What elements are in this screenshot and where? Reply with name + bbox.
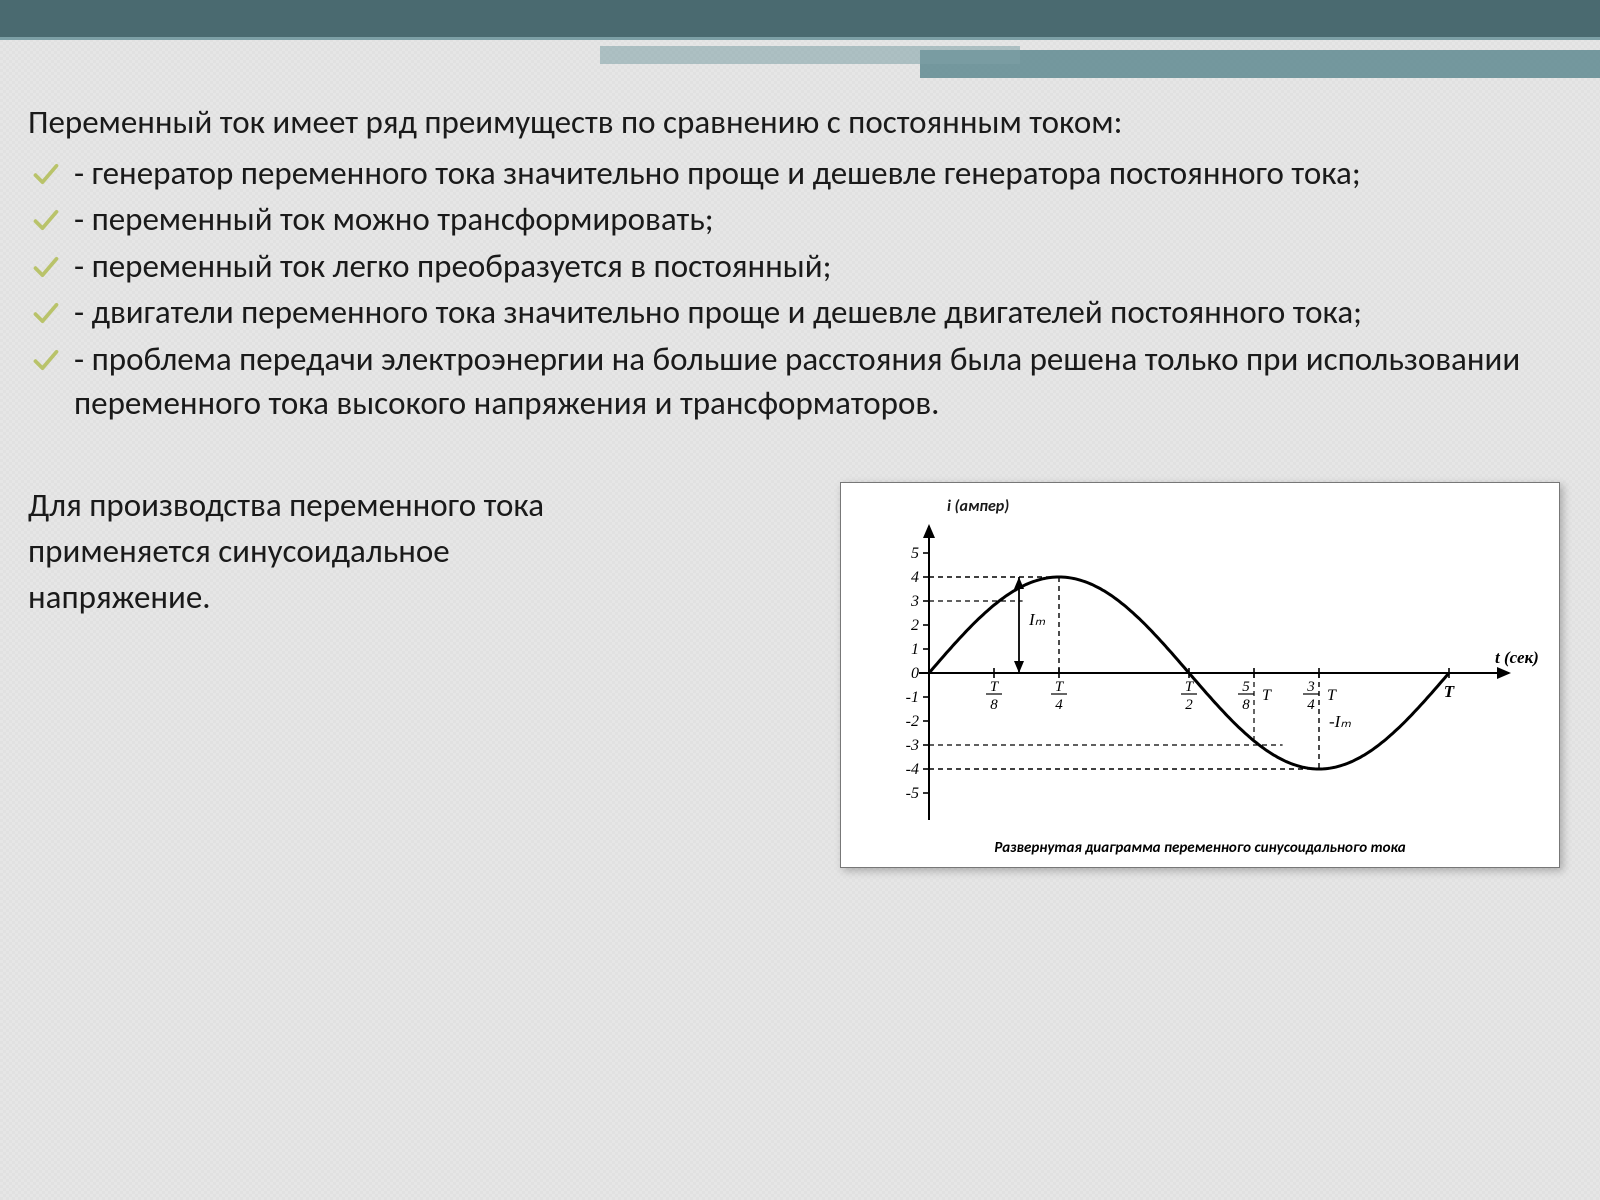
svg-text:0: 0 (911, 665, 919, 682)
svg-text:t (сек): t (сек) (1495, 648, 1539, 667)
chart-caption: Развернутая диаграмма переменного синусо… (859, 839, 1541, 857)
checkmark-icon (32, 341, 60, 369)
sine-chart: i (ампер) -5-4-3-2-1012345T8T4T258T34TTt… (840, 482, 1560, 868)
bullet-item: - двигатели переменного тока значительно… (28, 290, 1560, 335)
bullet-text: - двигатели переменного тока значительно… (74, 292, 1362, 332)
header-accent-1 (920, 50, 1600, 78)
bullet-text: - генератор переменного тока значительно… (74, 153, 1361, 193)
checkmark-icon (32, 201, 60, 229)
svg-text:-2: -2 (906, 713, 919, 730)
checkmark-icon (32, 248, 60, 276)
svg-text:8: 8 (990, 697, 998, 713)
svg-text:1: 1 (911, 641, 919, 658)
sinus-paragraph: Для производства переменного тока примен… (28, 482, 568, 621)
header-bar (0, 0, 1600, 40)
chart-y-axis-label: i (ампер) (947, 497, 1541, 516)
bullet-text: - переменный ток можно трансформировать; (74, 199, 714, 239)
bullet-item: - переменный ток легко преобразуется в п… (28, 244, 1560, 289)
svg-text:2: 2 (911, 617, 919, 634)
svg-text:T: T (1185, 679, 1195, 695)
svg-text:T: T (1055, 679, 1065, 695)
bullet-text: - проблема передачи электроэнергии на бо… (74, 339, 1520, 424)
svg-text:-5: -5 (906, 785, 919, 802)
svg-text:Iₘ: Iₘ (1028, 610, 1046, 629)
header-accent-2 (600, 46, 1020, 64)
bullet-item: - проблема передачи электроэнергии на бо… (28, 337, 1560, 426)
svg-text:5: 5 (911, 545, 919, 562)
bullet-item: - переменный ток можно трансформировать; (28, 197, 1560, 242)
lower-row: Для производства переменного тока примен… (28, 482, 1560, 868)
svg-text:4: 4 (911, 569, 919, 586)
svg-text:T: T (1444, 682, 1455, 701)
checkmark-icon (32, 294, 60, 322)
svg-text:3: 3 (910, 593, 919, 610)
intro-text: Переменный ток имеет ряд преимуществ по … (28, 100, 1560, 145)
sine-chart-svg: -5-4-3-2-1012345T8T4T258T34TTt (сек)Iₘ-I… (859, 518, 1539, 828)
svg-text:-3: -3 (906, 737, 919, 754)
svg-text:-Iₘ: -Iₘ (1329, 712, 1351, 731)
bullet-text: - переменный ток легко преобразуется в п… (74, 246, 831, 286)
bullet-list: - генератор переменного тока значительно… (28, 151, 1560, 426)
checkmark-icon (32, 155, 60, 183)
svg-text:2: 2 (1185, 697, 1193, 713)
svg-text:4: 4 (1307, 697, 1315, 713)
slide-content: Переменный ток имеет ряд преимуществ по … (28, 100, 1560, 868)
svg-text:T: T (990, 679, 1000, 695)
svg-text:-4: -4 (906, 761, 919, 778)
svg-text:T: T (1262, 687, 1272, 704)
svg-text:-1: -1 (906, 689, 919, 706)
svg-text:8: 8 (1242, 697, 1250, 713)
svg-text:3: 3 (1306, 679, 1315, 695)
svg-text:4: 4 (1055, 697, 1063, 713)
svg-text:5: 5 (1242, 679, 1250, 695)
bullet-item: - генератор переменного тока значительно… (28, 151, 1560, 196)
svg-text:T: T (1327, 687, 1337, 704)
